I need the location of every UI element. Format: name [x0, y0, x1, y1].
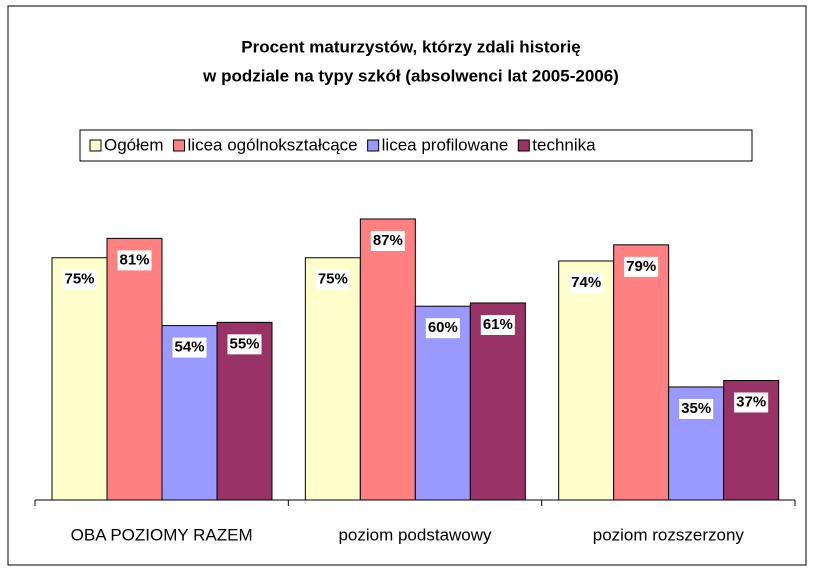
value-label-bg — [679, 398, 714, 419]
value-label: 87% — [373, 232, 403, 249]
value-label: 60% — [428, 319, 458, 336]
bar — [106, 237, 163, 501]
value-label-bg — [734, 392, 769, 413]
bar — [359, 218, 416, 501]
legend-swatch — [367, 139, 380, 152]
value-label: 74% — [571, 274, 601, 291]
bar — [304, 257, 361, 501]
value-label-bg — [370, 230, 405, 251]
value-label: 37% — [736, 393, 766, 410]
value-label-bg — [569, 272, 604, 293]
legend-label: licea profilowane — [382, 135, 509, 154]
value-label-bg — [624, 256, 659, 277]
bar — [414, 305, 471, 501]
legend-label: licea ogólnokształcące — [188, 135, 358, 154]
legend-box — [79, 129, 753, 162]
x-tick-label: OBA POZIOMY RAZEM — [71, 525, 253, 544]
value-label: 75% — [318, 271, 348, 288]
legend-swatch — [517, 139, 530, 152]
value-label: 79% — [626, 258, 656, 275]
value-label-bg — [227, 334, 262, 355]
legend-swatch — [173, 139, 186, 152]
bar — [469, 302, 526, 501]
value-label-bg — [117, 250, 152, 271]
x-tick-label: poziom rozszerzony — [593, 525, 745, 544]
value-label-bg — [425, 318, 460, 339]
value-label: 81% — [119, 251, 149, 268]
value-label: 55% — [229, 335, 259, 352]
legend-label: technika — [532, 135, 596, 154]
bar — [558, 260, 615, 501]
value-label-bg — [172, 337, 207, 358]
bar — [51, 257, 108, 501]
bar — [613, 244, 670, 501]
value-label: 75% — [64, 271, 94, 288]
chart-title: w podziale na typy szkół (absolwenci lat… — [202, 66, 619, 85]
value-label-bg — [315, 269, 350, 290]
value-label-bg — [62, 269, 97, 290]
x-tick-label: poziom podstawowy — [338, 525, 492, 544]
chart-title: Procent maturzystów, którzy zdali histor… — [241, 37, 580, 56]
value-label: 35% — [681, 400, 711, 417]
value-label: 54% — [174, 339, 204, 356]
legend-label: Ogółem — [104, 135, 164, 154]
value-label-bg — [480, 314, 515, 335]
legend-swatch — [89, 139, 102, 152]
value-label: 61% — [483, 316, 513, 333]
